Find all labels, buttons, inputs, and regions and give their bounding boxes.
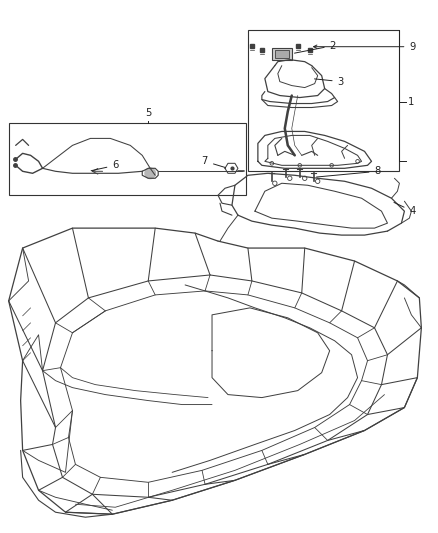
Text: 1: 1 [407,96,414,107]
Bar [9,124,246,195]
Bar [248,30,399,171]
Text: 5: 5 [145,109,152,118]
Bar [275,50,289,58]
Text: 4: 4 [394,203,416,216]
Bar [272,47,292,60]
Text: 6: 6 [91,160,119,171]
Text: 8: 8 [317,166,381,177]
Text: 3: 3 [314,77,344,86]
Circle shape [144,167,156,179]
Text: 2: 2 [294,41,336,53]
Text: 7: 7 [201,156,225,167]
Text: 9: 9 [314,42,416,52]
